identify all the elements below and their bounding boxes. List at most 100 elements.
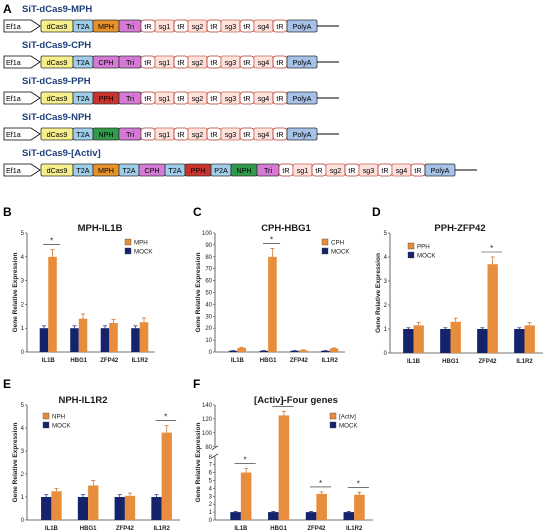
error-bar [54, 488, 59, 492]
block-label: tR [282, 166, 289, 175]
legend-item: MOCK [124, 247, 153, 256]
svg-text:*: * [164, 413, 167, 422]
error-bar [50, 249, 55, 257]
block-label: sg2 [330, 166, 342, 175]
category-label: IL1B [407, 359, 421, 365]
block-label: NPH [98, 130, 113, 139]
error-bar [346, 511, 351, 513]
block-label: P2A [214, 166, 228, 175]
block-label: sg4 [258, 130, 270, 139]
block-label: tR [348, 166, 355, 175]
block-pph: PPH [184, 163, 212, 177]
bar-treatment [524, 325, 535, 353]
error-bar [270, 248, 275, 257]
block-label: tR [210, 58, 217, 67]
block-label: PolyA [293, 58, 312, 67]
y-tick-label: 50 [205, 291, 212, 297]
category-label: IL1B [234, 526, 248, 532]
legend-item: PPH [407, 242, 430, 251]
bar-mock [440, 329, 451, 353]
legend-item: MOCK [407, 251, 436, 260]
block-tr: tR [239, 55, 255, 69]
block-sg3: sg3 [220, 127, 241, 141]
block-label: NPH [236, 166, 251, 175]
svg-text:*: * [357, 479, 360, 488]
error-bar [142, 317, 147, 323]
svg-text:MOCK: MOCK [134, 249, 153, 256]
svg-text:MOCK: MOCK [52, 423, 71, 430]
y-tick-label: 3 [384, 279, 388, 285]
block-label: PolyA [293, 22, 312, 31]
y-tick-label: 1 [21, 326, 25, 332]
block-label: tR [210, 130, 217, 139]
category-label: IL1B [231, 358, 245, 364]
y-tick-label: 8 [209, 455, 213, 461]
category-label: HBG1 [80, 526, 97, 532]
block-sg4: sg4 [253, 19, 274, 33]
bar-treatment [450, 321, 461, 353]
svg-text:NPH: NPH [52, 414, 65, 421]
block-label: tR [177, 94, 184, 103]
significance-marker: * [347, 479, 369, 488]
bar-treatment [124, 495, 136, 520]
block-ef1a: Ef1a [3, 163, 41, 177]
block-label: tR [243, 58, 250, 67]
error-bar [416, 322, 421, 326]
category-label: HBG1 [70, 358, 87, 364]
panel-letter-a: A [3, 2, 12, 16]
panel-letter-d: D [372, 205, 381, 219]
block-tr: tR [377, 163, 393, 177]
category-label: HBG1 [442, 359, 459, 365]
error-bar [41, 325, 46, 329]
block-label: sg3 [363, 166, 375, 175]
svg-text:*: * [244, 456, 247, 465]
block-label: sg1 [159, 130, 171, 139]
block-label: T2A [76, 94, 89, 103]
bar-treatment [88, 485, 99, 520]
y-axis-label: Gene Relative Expression [195, 423, 202, 503]
y-tick-label: 60 [205, 279, 212, 285]
svg-text:MOCK: MOCK [339, 423, 358, 430]
block-label: tR [177, 130, 184, 139]
svg-text:*: * [50, 237, 53, 246]
category-label: ZFP42 [116, 526, 135, 532]
bar-mock [343, 512, 355, 520]
bar-mock [151, 497, 162, 520]
block-label: sg3 [225, 58, 237, 67]
block-label: sg1 [159, 58, 171, 67]
panel-letter-b: B [3, 205, 12, 219]
error-bar [309, 511, 314, 513]
block-label: dCas9 [47, 22, 68, 31]
significance-marker: * [155, 413, 177, 422]
svg-text:*: * [319, 479, 322, 488]
block-label: Tri [126, 22, 135, 31]
block-label: PolyA [293, 130, 312, 139]
error-bar [102, 325, 107, 329]
block-label: sg1 [159, 94, 171, 103]
block-ef1a: Ef1a [3, 55, 41, 69]
bar-mock [77, 497, 89, 520]
y-tick-label: 5 [21, 403, 25, 409]
svg-text:*: * [281, 398, 284, 407]
block-label: dCas9 [47, 94, 68, 103]
y-tick-label: 0 [209, 518, 213, 524]
block-label: Ef1a [6, 58, 21, 67]
panel-letter-c: C [193, 205, 202, 219]
bar-treatment [413, 325, 424, 353]
y-tick-label: 3 [21, 449, 25, 455]
y-tick-label: 20 [205, 326, 212, 332]
chart-d: D PPH-ZFP42 0 1 2 3 4 5 Gene Relative Expression… [372, 205, 543, 365]
block-label: tR [144, 58, 151, 67]
block-label: PPH [191, 166, 206, 175]
block-sg2: sg2 [187, 55, 208, 69]
error-bar [154, 494, 159, 497]
chart-e: E NPH-IL1R2 0 1 2 3 4 5 Gene Relative Expression… [3, 377, 180, 532]
block-label: sg3 [225, 94, 237, 103]
y-tick-label: 0 [384, 351, 388, 357]
block-label: PPH [99, 94, 114, 103]
block-label: tR [177, 58, 184, 67]
block-label: T2A [76, 22, 89, 31]
